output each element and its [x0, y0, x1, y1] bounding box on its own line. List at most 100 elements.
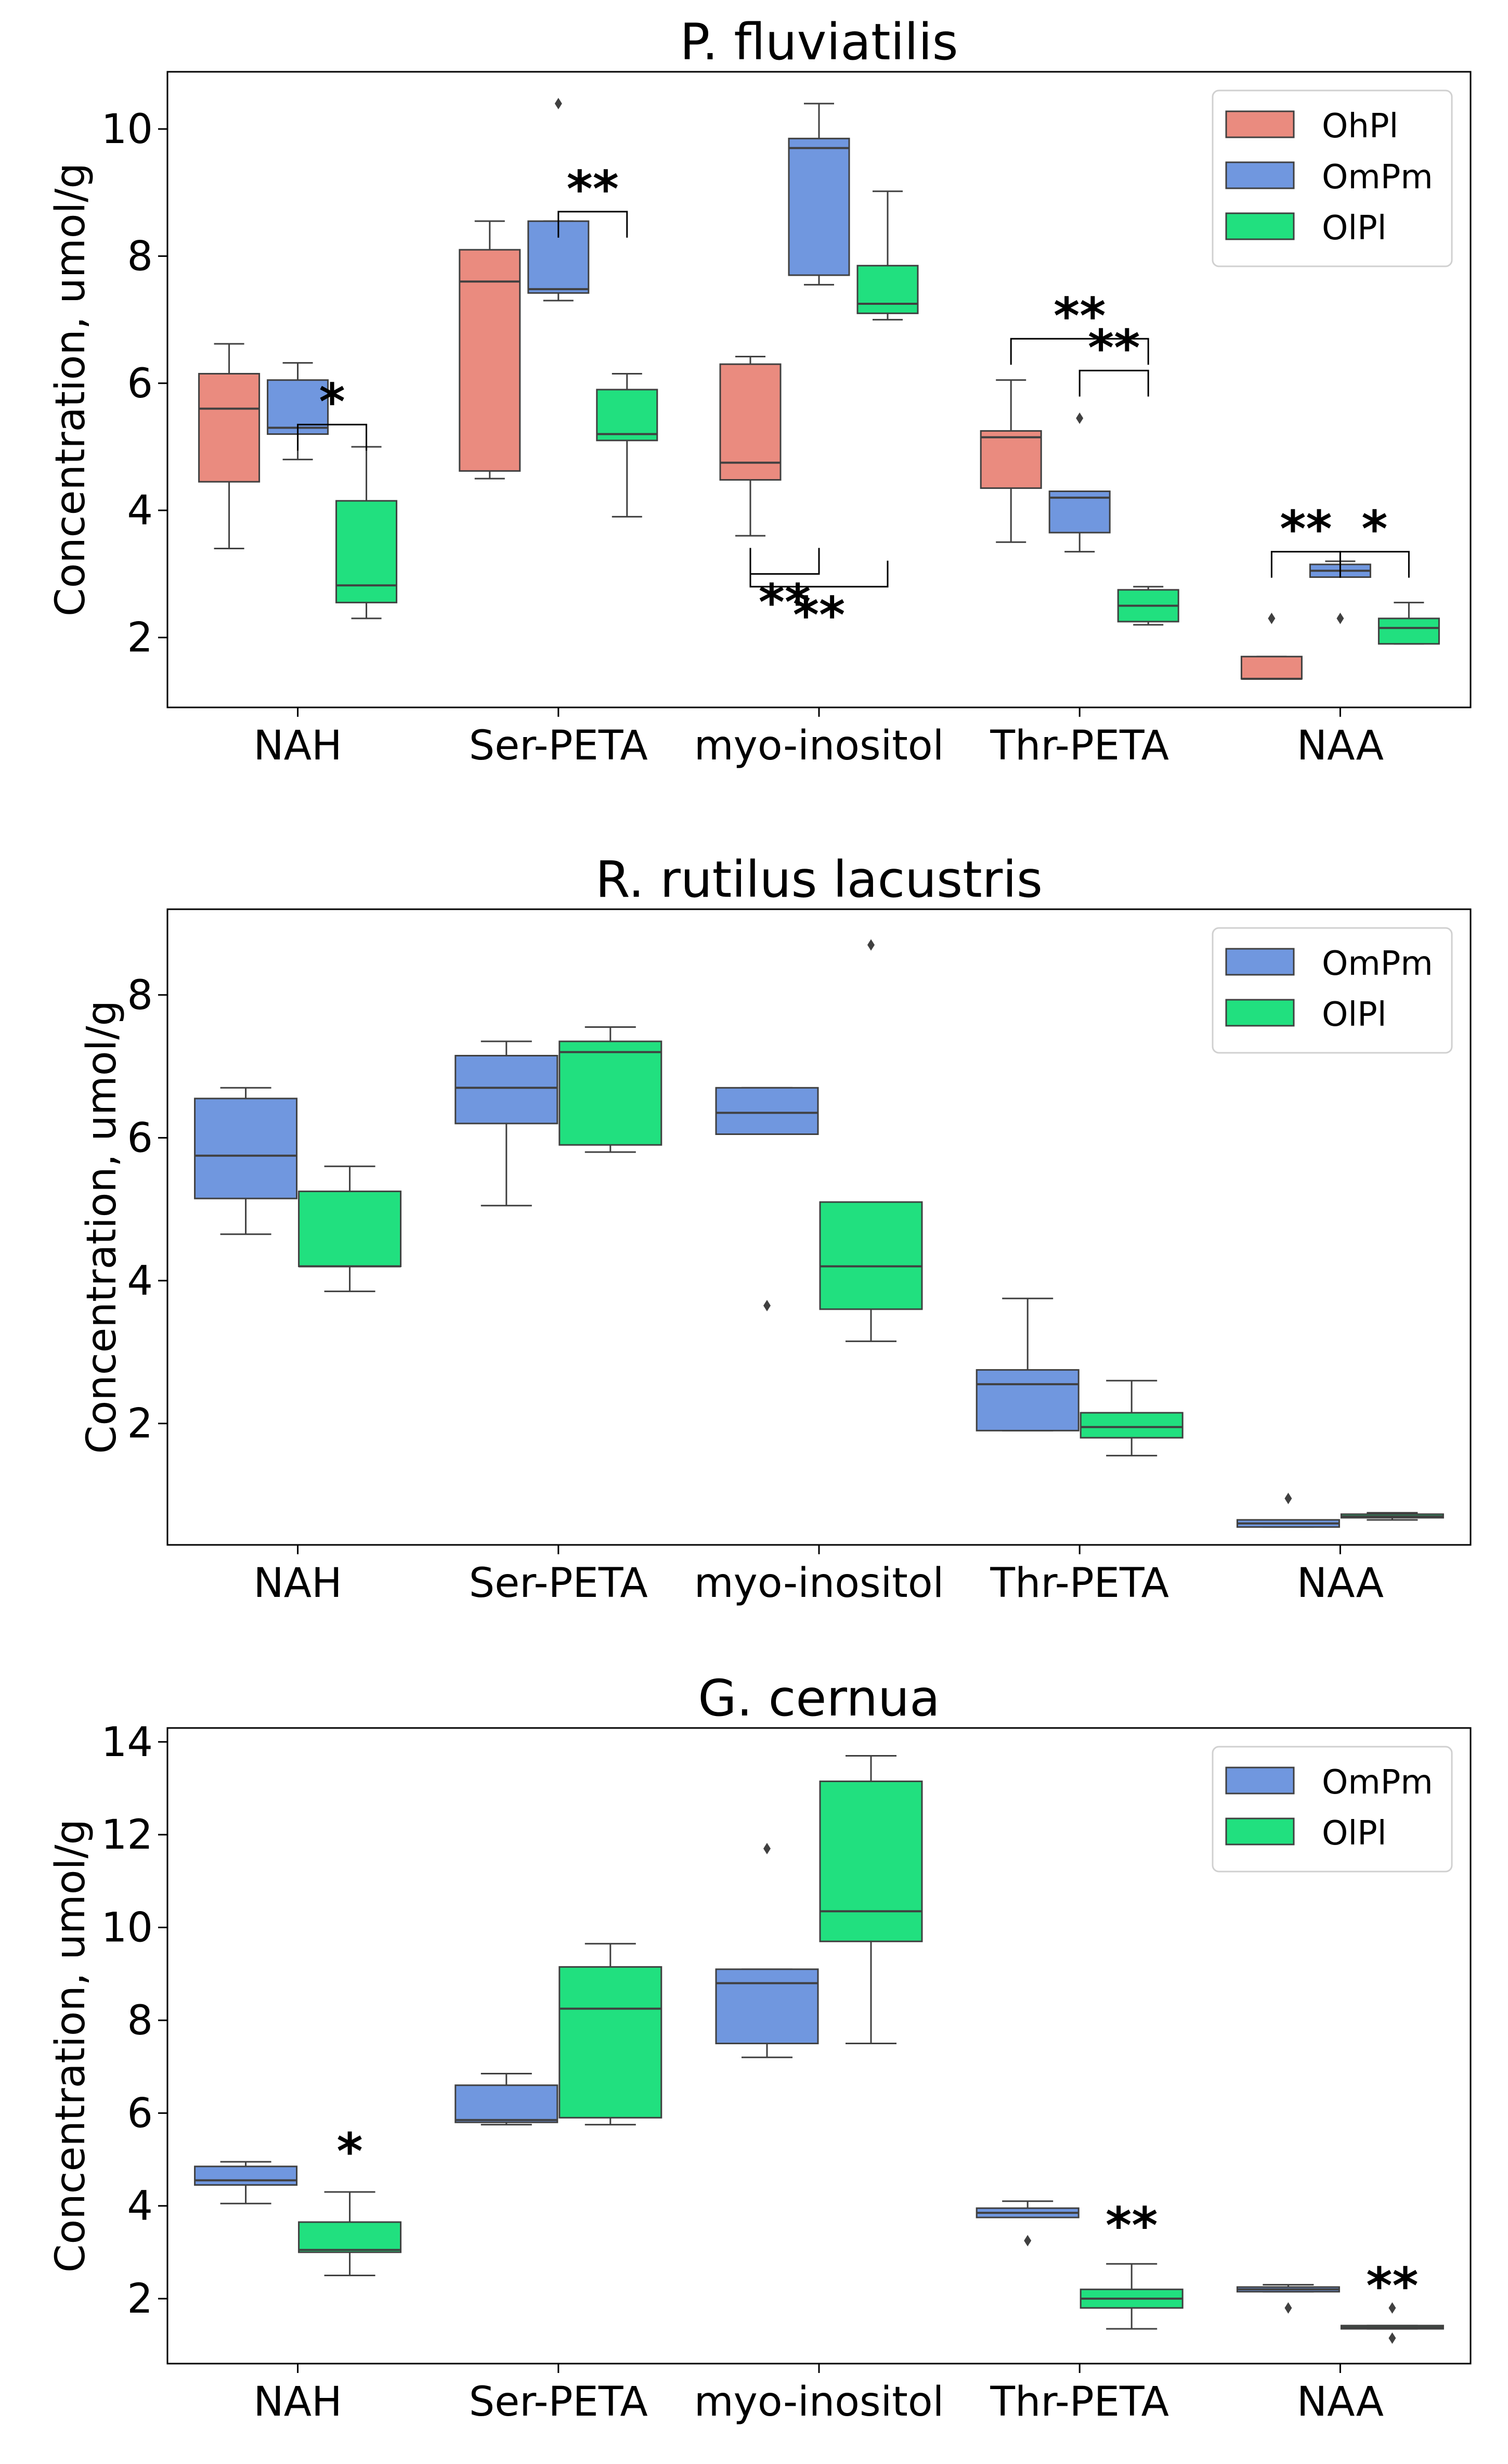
legend: OmPm OlPl [1212, 927, 1453, 1054]
box-OhPl-NAH [198, 343, 261, 549]
legend-label-OmPm: OmPm [1322, 1763, 1433, 1802]
x-tick-label: myo-inositol [694, 723, 944, 769]
significance-annotation: ** [749, 560, 889, 644]
y-tick-label: 6 [127, 360, 153, 407]
y-tick-label: 14 [101, 1719, 153, 1766]
chart-panel-1: P. fluviatilis 2 4 6 8 10 NAH Ser-PETA myo-inosi… [47, 13, 1472, 769]
box-OlPl-Ser-PETA [558, 1026, 662, 1153]
outlier-point [1284, 1492, 1292, 1504]
box-OhPl-NAA [1240, 612, 1303, 680]
box-OmPm-NAA [1236, 2284, 1340, 2314]
box-body [194, 1098, 298, 1199]
legend-swatch-OmPm [1225, 948, 1295, 976]
significance-annotation: ** [1010, 287, 1149, 365]
box-OlPl-NAA [1340, 2302, 1444, 2344]
outlier-point [1076, 412, 1084, 424]
box-body [715, 1087, 819, 1136]
box-body [596, 389, 658, 442]
y-tick-label: 4 [127, 1258, 153, 1305]
box-body [1377, 617, 1440, 645]
box-OmPm-Thr-PETA [976, 2200, 1080, 2247]
y-tick-label: 10 [101, 106, 153, 153]
x-tick-label: NAA [1297, 723, 1384, 769]
y-tick-label: 2 [127, 615, 153, 662]
significance-stars: * [319, 373, 345, 431]
significance-annotation: ** [749, 548, 820, 631]
box-body [819, 1781, 923, 1942]
box-OlPl-Thr-PETA [1080, 1379, 1184, 1456]
legend-label-OlPl: OlPl [1322, 209, 1387, 248]
significance-bracket [1010, 338, 1149, 365]
x-tick-label: myo-inositol [694, 2379, 944, 2426]
box-OlPl-Thr-PETA [1117, 586, 1179, 626]
outlier-point [1388, 2302, 1396, 2314]
legend-swatch-OhPl [1225, 110, 1295, 138]
box-OhPl-myo-inositol [719, 355, 782, 537]
significance-bracket [297, 423, 368, 451]
legend-label-OhPl: OhPl [1322, 107, 1398, 146]
outlier-point [1268, 612, 1276, 624]
box-OmPm-Thr-PETA [976, 1297, 1080, 1431]
chart-panel-2: R. rutilus lacustris 2 4 6 8 NAH Ser-PETA myo-i… [79, 850, 1472, 1607]
significance-annotation: * [336, 2122, 362, 2181]
significance-bracket [557, 211, 628, 238]
y-tick-label: 12 [101, 1812, 153, 1859]
chart-title: P. fluviatilis [680, 13, 958, 71]
box-OlPl-myo-inositol [819, 1755, 923, 2045]
significance-stars: ** [1054, 287, 1106, 345]
x-tick-label: Ser-PETA [469, 723, 648, 769]
significance-stars: ** [759, 573, 811, 631]
box-body [558, 1040, 662, 1146]
significance-stars: ** [1088, 319, 1140, 377]
outlier-point [763, 1300, 771, 1312]
legend-swatch-OlPl [1225, 1817, 1295, 1846]
significance-bracket [749, 548, 820, 575]
box-OlPl-myo-inositol [819, 939, 923, 1343]
y-tick-label: 2 [127, 1401, 153, 1448]
box-OmPm-Thr-PETA [1048, 412, 1111, 553]
y-tick-label: 8 [127, 1997, 153, 2044]
significance-annotation: ** [1366, 2257, 1418, 2315]
significance-annotation: * [1339, 500, 1410, 578]
box-body [454, 2084, 558, 2123]
x-tick-label: NAA [1297, 2379, 1384, 2426]
box-body [298, 1190, 402, 1268]
significance-stars: * [1361, 500, 1387, 559]
significance-stars: ** [1106, 2197, 1158, 2255]
box-OmPm-Ser-PETA [454, 1040, 558, 1207]
x-tick-label: NAA [1297, 1560, 1384, 1607]
x-tick-label: NAH [253, 2379, 342, 2426]
legend: OhPl OmPm OlPl [1212, 89, 1453, 267]
significance-annotation: ** [1106, 2197, 1158, 2255]
box-OhPl-Ser-PETA [459, 220, 521, 480]
box-body [198, 372, 261, 483]
x-tick-label: Thr-PETA [990, 2379, 1169, 2426]
box-body [1080, 1412, 1184, 1439]
legend-swatch-OlPl [1225, 999, 1295, 1027]
box-body [335, 500, 398, 603]
y-tick-label: 4 [127, 487, 153, 534]
x-tick-label: myo-inositol [694, 1560, 944, 1607]
outlier-point [1336, 612, 1344, 624]
y-tick-label: 2 [127, 2276, 153, 2323]
legend-swatch-OmPm [1225, 1766, 1295, 1795]
box-body [194, 2165, 298, 2186]
significance-stars: ** [1366, 2257, 1418, 2315]
y-tick-label: 8 [127, 972, 153, 1019]
chart-panel-3: G. cernua 2 4 6 8 10 12 14 NAH Ser-PETA myo-inosit… [47, 1669, 1472, 2426]
significance-stars: * [336, 2122, 362, 2181]
outlier-point [554, 98, 562, 110]
y-tick-label: 10 [101, 1905, 153, 1952]
y-tick-label: 6 [127, 2090, 153, 2137]
significance-stars: ** [793, 586, 845, 644]
box-body [454, 1054, 558, 1125]
box-OmPm-NAH [194, 2161, 298, 2204]
box-body [558, 1966, 662, 2119]
significance-bracket [1339, 551, 1410, 578]
x-tick-label: Ser-PETA [469, 1560, 648, 1607]
legend: OmPm OlPl [1212, 1746, 1453, 1873]
box-OlPl-NAA [1377, 601, 1440, 645]
y-axis-label: Concentration, umol/g [79, 1000, 125, 1454]
significance-bracket [1078, 369, 1149, 397]
